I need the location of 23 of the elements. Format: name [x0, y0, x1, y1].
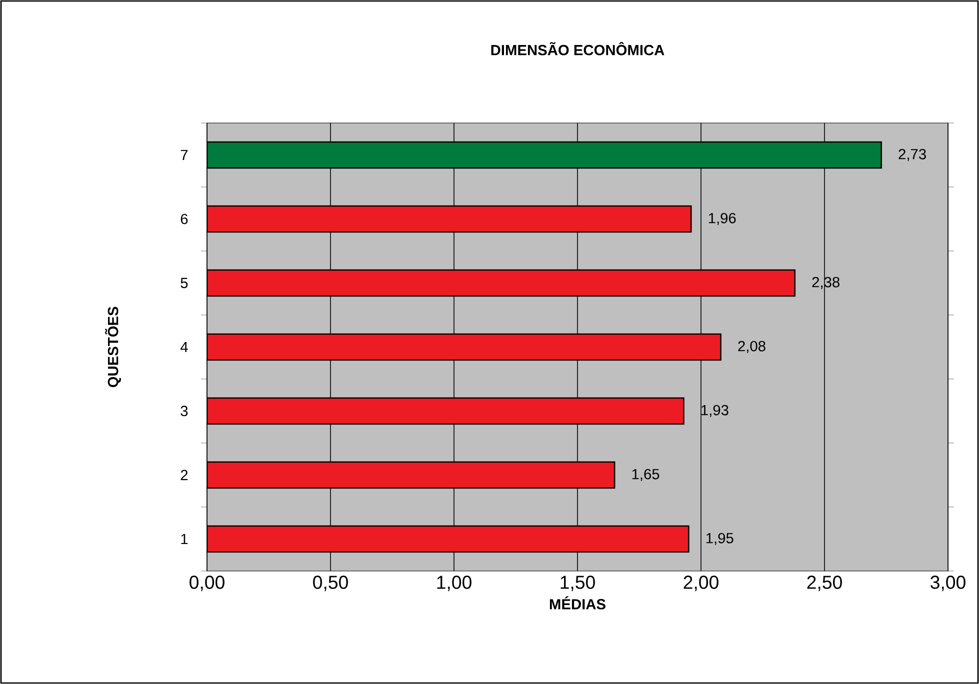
- data-label: 1,95: [706, 532, 734, 546]
- y-tick-label: 2: [180, 470, 188, 480]
- x-tick-label: 2,50: [807, 576, 842, 592]
- y-tick-label: 3: [180, 406, 188, 416]
- x-tick-label: 2,00: [684, 576, 718, 592]
- y-tick-label: 1: [181, 534, 188, 544]
- y-axis-title: QUESTÕES: [105, 306, 121, 388]
- chart-title: DIMENSÃO ECONÔMICA: [491, 42, 664, 56]
- data-label: 2,08: [738, 340, 766, 354]
- data-label: 1,65: [632, 468, 660, 482]
- x-tick-label: 1,00: [437, 576, 472, 592]
- data-label: 2,73: [898, 148, 926, 162]
- x-tick-label: 0,00: [190, 576, 224, 592]
- data-label: 1,96: [708, 212, 736, 226]
- y-tick-label: 5: [180, 278, 188, 288]
- x-tick-label: 3,00: [930, 576, 966, 592]
- y-tick-label: 7: [180, 150, 188, 160]
- y-tick-label: 6: [180, 214, 188, 224]
- data-label: 1,93: [702, 404, 728, 418]
- x-axis-title: MÉDIAS: [550, 596, 606, 610]
- y-tick-label: 4: [180, 342, 188, 352]
- x-tick-label: 0,50: [313, 576, 348, 592]
- x-tick-label: 1,50: [560, 576, 595, 592]
